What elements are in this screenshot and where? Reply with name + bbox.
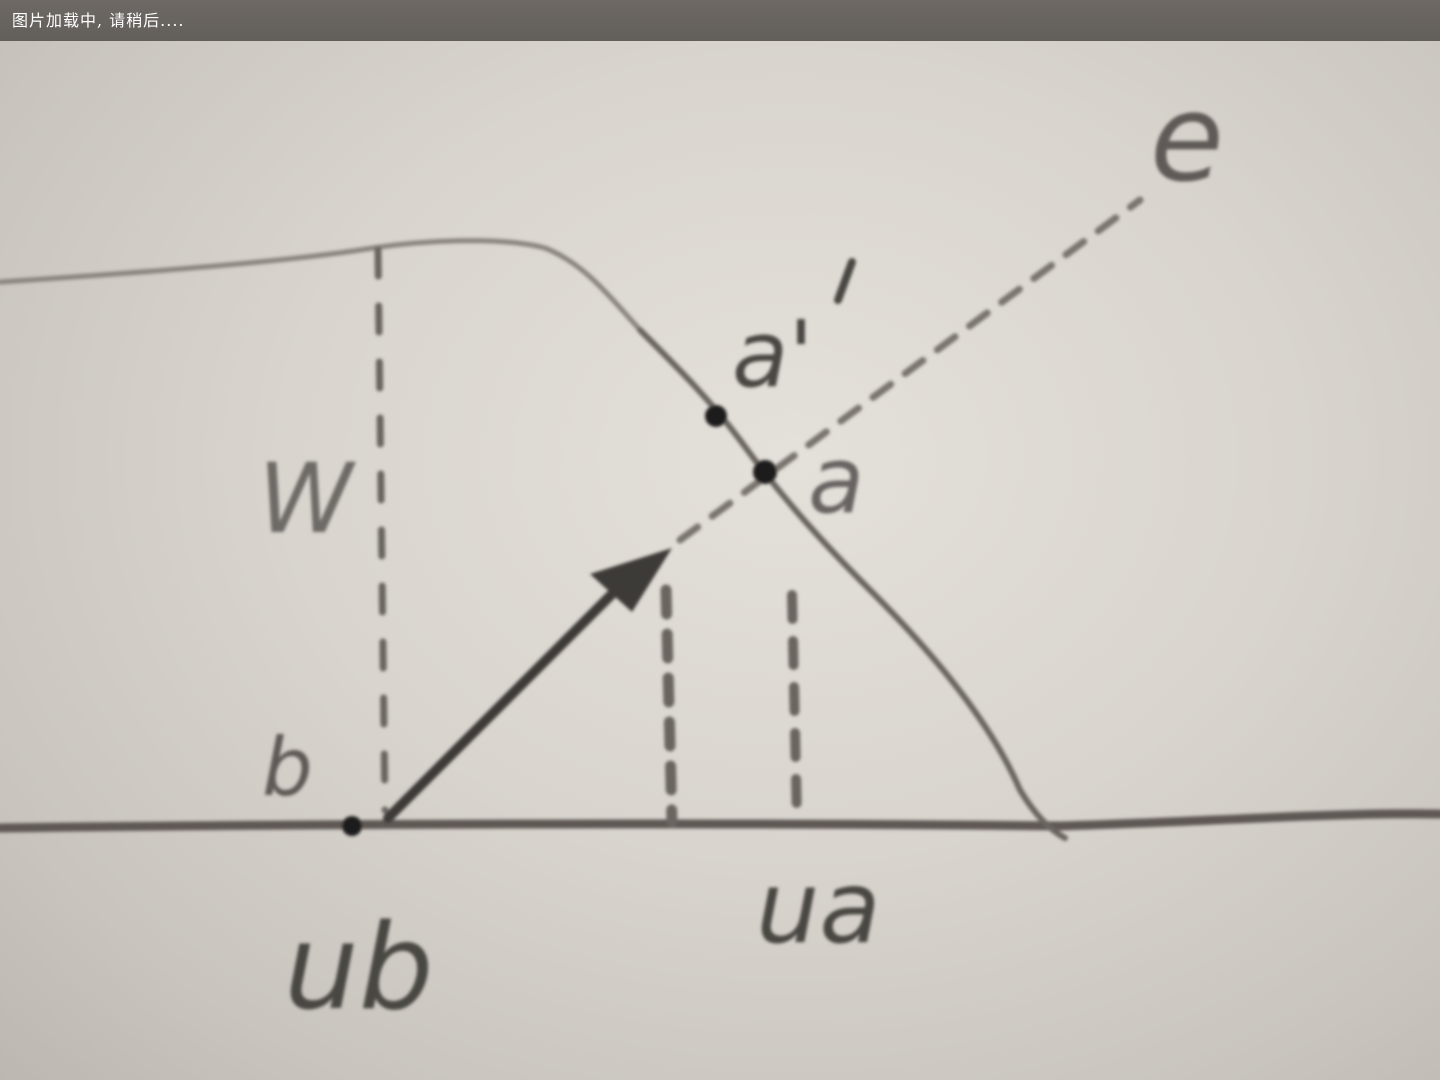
operating-arrow xyxy=(383,561,645,823)
vertical-dashed-ua xyxy=(787,590,802,825)
load-line-e xyxy=(676,196,1144,544)
label-b: b xyxy=(262,721,313,814)
label-e: e xyxy=(1150,70,1224,209)
point-a-prime xyxy=(705,405,727,427)
loading-status-bar: 图片加载中, 请稍后.... xyxy=(0,0,1440,41)
upper-curve xyxy=(0,238,643,333)
vertical-dashed-mid xyxy=(660,584,678,828)
label-a-prime: a' xyxy=(732,301,814,408)
characteristic-curve xyxy=(637,327,1068,841)
vertical-dashed-ub xyxy=(374,246,389,814)
point-ub xyxy=(342,816,362,836)
label-w: W xyxy=(258,443,356,555)
axis-line xyxy=(0,809,1440,833)
label-ub: ub xyxy=(284,898,434,1036)
label-a: a xyxy=(808,427,864,534)
a-prime-tick xyxy=(834,258,856,304)
loading-text: 图片加载中, 请稍后.... xyxy=(12,11,185,30)
label-ua: ua xyxy=(756,849,881,966)
arrow-head xyxy=(590,548,672,612)
point-a xyxy=(753,460,777,484)
diagram-photo xyxy=(0,41,1440,1080)
